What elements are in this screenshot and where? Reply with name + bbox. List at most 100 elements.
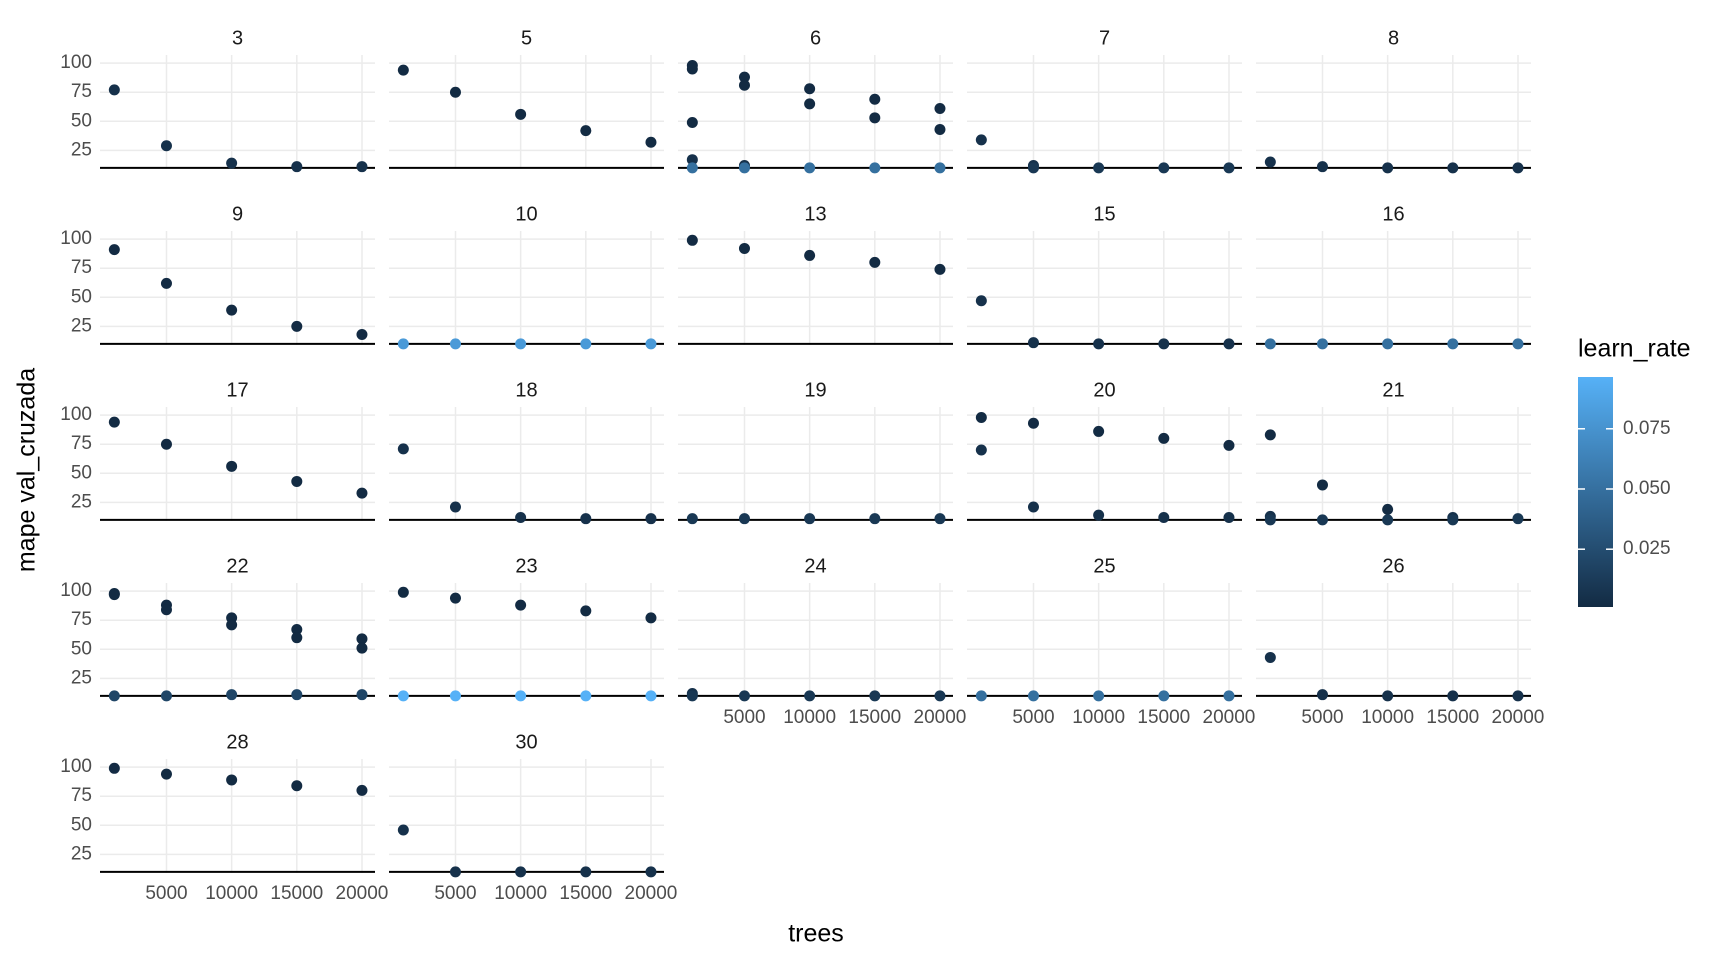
point bbox=[869, 256, 881, 268]
y-tick-label: 75 bbox=[71, 257, 92, 278]
strip-title: 26 bbox=[1382, 555, 1404, 577]
point bbox=[356, 161, 368, 173]
point bbox=[1158, 338, 1170, 350]
point bbox=[1382, 162, 1394, 174]
point bbox=[1447, 338, 1459, 350]
point bbox=[1316, 479, 1328, 491]
point bbox=[291, 632, 303, 644]
legend-title: learn_rate bbox=[1578, 335, 1691, 363]
legend-tick-label: 0.075 bbox=[1623, 418, 1671, 439]
point bbox=[1093, 162, 1105, 174]
point bbox=[397, 824, 409, 836]
point bbox=[108, 244, 120, 256]
x-tick-label: 20000 bbox=[1492, 707, 1545, 728]
point bbox=[1158, 432, 1170, 444]
point bbox=[645, 513, 657, 525]
point bbox=[1223, 439, 1235, 451]
strip-title: 7 bbox=[1099, 27, 1110, 49]
point bbox=[397, 586, 409, 598]
point bbox=[449, 501, 461, 513]
strip-title: 21 bbox=[1382, 379, 1404, 401]
x-axis-title: trees bbox=[788, 920, 844, 948]
point bbox=[869, 690, 881, 702]
strip-title: 15 bbox=[1093, 203, 1115, 225]
strip-title: 10 bbox=[515, 203, 537, 225]
x-tick-label: 5000 bbox=[723, 707, 765, 728]
point bbox=[1316, 689, 1328, 701]
point bbox=[1027, 417, 1039, 429]
point bbox=[934, 162, 946, 174]
point bbox=[738, 71, 750, 83]
point bbox=[1382, 338, 1394, 350]
point bbox=[580, 866, 592, 878]
y-axis-title: mape val_cruzada bbox=[13, 368, 41, 572]
point bbox=[108, 762, 120, 774]
y-tick-label: 25 bbox=[71, 667, 92, 688]
point bbox=[1447, 514, 1459, 526]
x-tick-label: 20000 bbox=[625, 883, 678, 904]
point bbox=[1316, 161, 1328, 173]
y-tick-label: 100 bbox=[60, 52, 92, 73]
point bbox=[1264, 338, 1276, 350]
point bbox=[515, 599, 527, 611]
point bbox=[1316, 514, 1328, 526]
strip-title: 19 bbox=[804, 379, 826, 401]
point bbox=[869, 513, 881, 525]
point bbox=[1093, 338, 1105, 350]
point bbox=[975, 411, 987, 423]
point bbox=[738, 162, 750, 174]
y-tick-label: 75 bbox=[71, 609, 92, 630]
point bbox=[934, 513, 946, 525]
strip-title: 20 bbox=[1093, 379, 1115, 401]
point bbox=[160, 140, 172, 152]
point bbox=[1382, 503, 1394, 515]
strip-title: 3 bbox=[232, 27, 243, 49]
point bbox=[869, 112, 881, 124]
x-tick-label: 20000 bbox=[1203, 707, 1256, 728]
strip-title: 24 bbox=[804, 555, 826, 577]
point bbox=[160, 604, 172, 616]
point bbox=[449, 690, 461, 702]
y-tick-label: 25 bbox=[71, 491, 92, 512]
point bbox=[226, 460, 238, 472]
point bbox=[869, 162, 881, 174]
x-tick-label: 15000 bbox=[559, 883, 612, 904]
point bbox=[804, 249, 816, 261]
point bbox=[449, 86, 461, 98]
point bbox=[975, 690, 987, 702]
point bbox=[975, 295, 987, 307]
point bbox=[804, 513, 816, 525]
point bbox=[1223, 162, 1235, 174]
point bbox=[1447, 690, 1459, 702]
point bbox=[804, 83, 816, 95]
point bbox=[580, 125, 592, 137]
point bbox=[108, 416, 120, 428]
point bbox=[226, 689, 238, 701]
point bbox=[645, 690, 657, 702]
point bbox=[1027, 337, 1039, 349]
legend-tick-label: 0.025 bbox=[1623, 538, 1671, 559]
point bbox=[738, 690, 750, 702]
y-tick-label: 25 bbox=[71, 315, 92, 336]
x-tick-label: 15000 bbox=[1426, 707, 1479, 728]
x-tick-label: 10000 bbox=[494, 883, 547, 904]
y-tick-label: 100 bbox=[60, 580, 92, 601]
point bbox=[291, 780, 303, 792]
point bbox=[580, 513, 592, 525]
x-tick-label: 10000 bbox=[783, 707, 836, 728]
point bbox=[1264, 651, 1276, 663]
y-tick-label: 50 bbox=[71, 638, 92, 659]
strip-title: 28 bbox=[226, 731, 248, 753]
point bbox=[160, 768, 172, 780]
point bbox=[869, 93, 881, 105]
point bbox=[1158, 690, 1170, 702]
point bbox=[397, 64, 409, 76]
legend-tick-label: 0.050 bbox=[1623, 478, 1671, 499]
point bbox=[1223, 512, 1235, 524]
point bbox=[291, 624, 303, 636]
point bbox=[356, 329, 368, 341]
point bbox=[226, 619, 238, 631]
strip-title: 8 bbox=[1388, 27, 1399, 49]
